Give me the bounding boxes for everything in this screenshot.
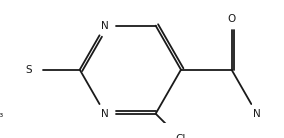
- Text: N: N: [253, 109, 261, 119]
- Text: N: N: [101, 109, 109, 119]
- Text: CH₃: CH₃: [0, 109, 4, 119]
- Text: O: O: [227, 14, 236, 24]
- Text: S: S: [26, 65, 32, 75]
- Text: Cl: Cl: [176, 134, 186, 138]
- Text: N: N: [101, 21, 109, 31]
